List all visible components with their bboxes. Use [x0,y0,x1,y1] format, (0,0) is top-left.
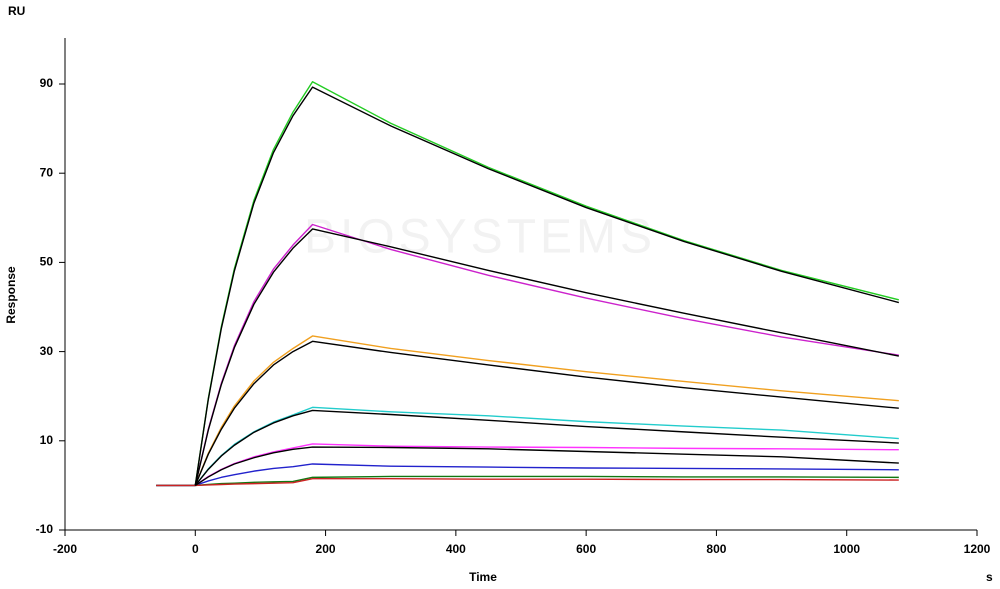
y-tick-label: 70 [40,165,54,179]
x-tick-label: 1000 [833,542,860,556]
y-tick-label: 10 [40,433,54,447]
series-line [156,463,899,487]
y-tick-label: -10 [36,522,54,536]
series-line [156,478,899,487]
series-line [194,446,899,486]
x-tick-label: 1200 [964,542,991,556]
y-tick-label: 50 [40,255,54,269]
series-line [194,86,900,486]
x-tick-label: -200 [53,542,77,556]
x-tick-label: 400 [446,542,466,556]
series-line [194,409,899,486]
x-tick-label: 800 [706,542,726,556]
series-line [156,335,899,487]
x-tick-label: 200 [316,542,336,556]
series-line [156,406,899,487]
y-tick-label: 90 [40,76,54,90]
series-line [194,340,899,486]
y-unit: RU [8,4,25,18]
x-axis-title: Time [469,570,497,584]
x-tick-label: 0 [192,542,199,556]
y-axis-title: Response [4,266,18,324]
watermark: BIOSYSTEMS [304,211,656,264]
series-line [156,475,899,487]
x-tick-label: 600 [576,542,596,556]
y-tick-label: 30 [40,344,54,358]
x-unit: s [986,570,993,584]
series-line [194,228,899,486]
